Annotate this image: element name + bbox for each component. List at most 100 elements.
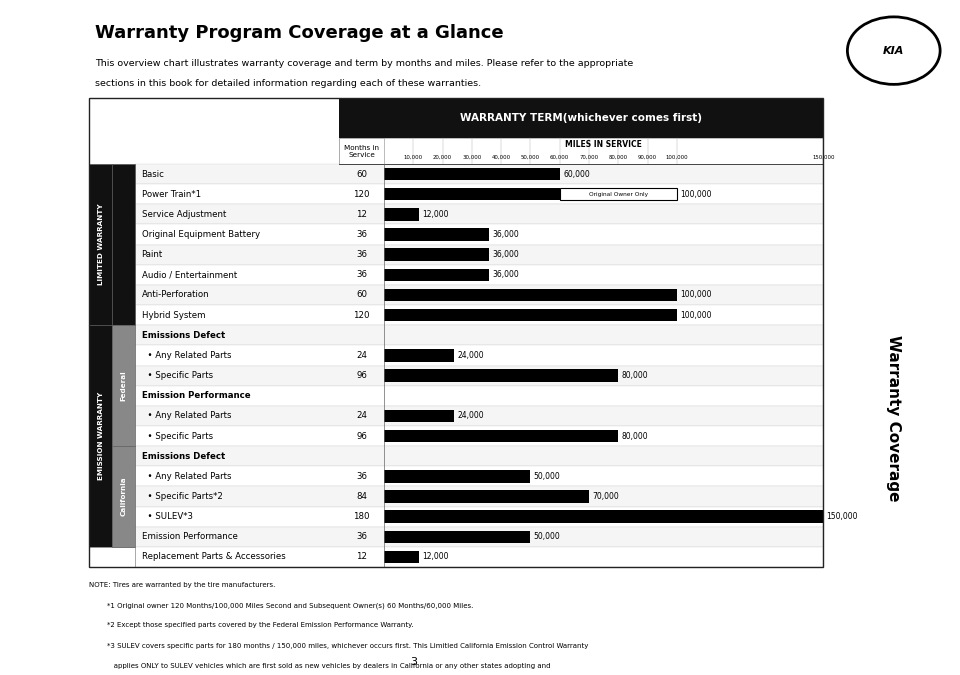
Text: applies ONLY to SULEV vehicles which are first sold as new vehicles by dealers i: applies ONLY to SULEV vehicles which are… bbox=[89, 663, 551, 669]
Bar bbox=[135, 506, 824, 526]
Text: Paint: Paint bbox=[141, 250, 163, 259]
Bar bbox=[135, 225, 824, 244]
Text: 120: 120 bbox=[353, 190, 370, 198]
Text: 24: 24 bbox=[356, 411, 367, 421]
Text: This overview chart illustrates warranty coverage and term by months and miles. : This overview chart illustrates warranty… bbox=[95, 59, 634, 68]
Bar bbox=[135, 406, 824, 426]
Text: 36: 36 bbox=[356, 230, 367, 239]
Bar bbox=[89, 164, 111, 325]
Text: Months in
Service: Months in Service bbox=[344, 144, 379, 158]
Text: 36: 36 bbox=[356, 472, 367, 481]
Text: 100,000: 100,000 bbox=[681, 190, 711, 198]
Text: 80,000: 80,000 bbox=[622, 431, 648, 441]
Text: Emissions Defect: Emissions Defect bbox=[141, 331, 225, 340]
Text: LIMITED WARRANTY: LIMITED WARRANTY bbox=[98, 204, 104, 286]
Bar bbox=[384, 289, 677, 301]
Text: *2 Except those specified parts covered by the Federal Emission Performance Warr: *2 Except those specified parts covered … bbox=[89, 622, 414, 628]
Text: 10,000: 10,000 bbox=[404, 155, 422, 159]
Text: 12,000: 12,000 bbox=[422, 552, 449, 562]
Text: 50,000: 50,000 bbox=[521, 155, 540, 159]
Text: 24: 24 bbox=[356, 351, 367, 360]
Text: 70,000: 70,000 bbox=[580, 155, 599, 159]
Text: 84: 84 bbox=[356, 492, 367, 501]
Bar bbox=[384, 228, 490, 241]
Bar bbox=[111, 164, 135, 325]
Bar bbox=[89, 98, 824, 567]
Bar bbox=[111, 446, 135, 547]
Bar bbox=[135, 487, 824, 506]
Bar bbox=[384, 551, 420, 563]
Bar bbox=[135, 385, 824, 406]
Bar bbox=[89, 325, 111, 547]
Text: 150,000: 150,000 bbox=[827, 512, 858, 521]
Text: 24,000: 24,000 bbox=[458, 351, 484, 360]
Bar bbox=[384, 369, 618, 382]
Text: 90,000: 90,000 bbox=[638, 155, 658, 159]
Text: MILES IN SERVICE: MILES IN SERVICE bbox=[565, 140, 642, 149]
Text: • Any Related Parts: • Any Related Parts bbox=[141, 411, 231, 421]
Text: 96: 96 bbox=[356, 371, 367, 380]
Text: 24,000: 24,000 bbox=[458, 411, 484, 421]
Text: Replacement Parts & Accessories: Replacement Parts & Accessories bbox=[141, 552, 285, 562]
Text: 12: 12 bbox=[356, 210, 367, 219]
Text: 12: 12 bbox=[356, 552, 367, 562]
Text: 70,000: 70,000 bbox=[592, 492, 619, 501]
Text: 36,000: 36,000 bbox=[492, 271, 519, 279]
Text: EMISSION WARRANTY: EMISSION WARRANTY bbox=[98, 392, 104, 480]
Text: Emission Performance: Emission Performance bbox=[141, 533, 237, 541]
Text: 36: 36 bbox=[356, 533, 367, 541]
Text: 20,000: 20,000 bbox=[433, 155, 452, 159]
Bar bbox=[384, 309, 677, 321]
Bar bbox=[384, 248, 490, 261]
Text: 40,000: 40,000 bbox=[492, 155, 511, 159]
Text: 150,000: 150,000 bbox=[812, 155, 834, 159]
Bar bbox=[135, 164, 824, 184]
Text: Federal: Federal bbox=[120, 371, 127, 401]
Bar bbox=[111, 325, 135, 446]
Text: sections in this book for detailed information regarding each of these warrantie: sections in this book for detailed infor… bbox=[95, 79, 481, 88]
Text: Service Adjustment: Service Adjustment bbox=[141, 210, 226, 219]
Text: WARRANTY TERM(whichever comes first): WARRANTY TERM(whichever comes first) bbox=[461, 113, 703, 123]
Bar bbox=[384, 188, 560, 200]
Bar bbox=[135, 205, 824, 225]
Bar bbox=[135, 244, 824, 265]
Text: California: California bbox=[120, 477, 127, 516]
Bar bbox=[135, 305, 824, 325]
Bar bbox=[339, 98, 824, 138]
Text: KIA: KIA bbox=[883, 46, 904, 55]
Text: Warranty Program Coverage at a Glance: Warranty Program Coverage at a Glance bbox=[95, 24, 504, 42]
Text: 30,000: 30,000 bbox=[462, 155, 482, 159]
Text: Warranty Coverage: Warranty Coverage bbox=[886, 335, 901, 502]
Bar bbox=[339, 138, 384, 164]
Text: 50,000: 50,000 bbox=[534, 533, 561, 541]
Bar bbox=[135, 466, 824, 487]
Text: • Any Related Parts: • Any Related Parts bbox=[141, 351, 231, 360]
Bar bbox=[135, 265, 824, 285]
Bar bbox=[384, 349, 454, 362]
Bar bbox=[89, 547, 135, 567]
Text: Hybrid System: Hybrid System bbox=[141, 310, 205, 320]
Bar bbox=[384, 510, 824, 523]
Text: • SULEV*3: • SULEV*3 bbox=[141, 512, 193, 521]
Text: • Specific Parts: • Specific Parts bbox=[141, 431, 212, 441]
Bar bbox=[384, 470, 531, 483]
Bar bbox=[384, 490, 589, 503]
Text: Original Owner Only: Original Owner Only bbox=[588, 192, 648, 196]
Text: 60: 60 bbox=[356, 290, 367, 300]
Text: 120: 120 bbox=[353, 310, 370, 320]
Text: 180: 180 bbox=[353, 512, 370, 521]
Text: Anti-Perforation: Anti-Perforation bbox=[141, 290, 209, 300]
Text: 36: 36 bbox=[356, 271, 367, 279]
Bar bbox=[135, 446, 824, 466]
Bar bbox=[384, 430, 618, 442]
Text: 3: 3 bbox=[410, 657, 418, 667]
Text: Power Train*1: Power Train*1 bbox=[141, 190, 201, 198]
Text: 60,000: 60,000 bbox=[564, 169, 589, 179]
Text: 36: 36 bbox=[356, 250, 367, 259]
Bar bbox=[135, 366, 824, 385]
Bar bbox=[135, 325, 824, 346]
Text: 36,000: 36,000 bbox=[492, 230, 519, 239]
Bar bbox=[384, 410, 454, 422]
Text: Audio / Entertainment: Audio / Entertainment bbox=[141, 271, 237, 279]
Text: • Any Related Parts: • Any Related Parts bbox=[141, 472, 231, 481]
